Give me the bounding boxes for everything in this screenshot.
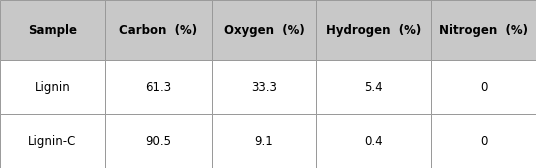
Text: 0.4: 0.4 [364,135,383,148]
Text: 33.3: 33.3 [251,81,277,94]
Bar [0,60,105,114]
Text: 61.3: 61.3 [145,81,171,94]
Text: 0: 0 [480,135,487,148]
Bar [212,60,316,114]
Bar [105,114,212,168]
Bar [105,60,212,114]
Text: 0: 0 [480,81,487,94]
Text: Lignin: Lignin [34,81,70,94]
Text: Nitrogen  (%): Nitrogen (%) [439,24,528,37]
Bar [431,114,536,168]
Text: Carbon  (%): Carbon (%) [119,24,197,37]
Bar [431,60,536,114]
Text: Hydrogen  (%): Hydrogen (%) [326,24,421,37]
Bar [316,0,431,60]
Bar [212,114,316,168]
Bar [0,114,105,168]
Text: 90.5: 90.5 [145,135,171,148]
Text: Sample: Sample [28,24,77,37]
Text: 9.1: 9.1 [255,135,273,148]
Text: Oxygen  (%): Oxygen (%) [224,24,304,37]
Bar [105,0,212,60]
Bar [431,0,536,60]
Bar [316,114,431,168]
Text: 5.4: 5.4 [364,81,383,94]
Bar [316,60,431,114]
Bar [0,0,105,60]
Text: Lignin-C: Lignin-C [28,135,77,148]
Bar [212,0,316,60]
